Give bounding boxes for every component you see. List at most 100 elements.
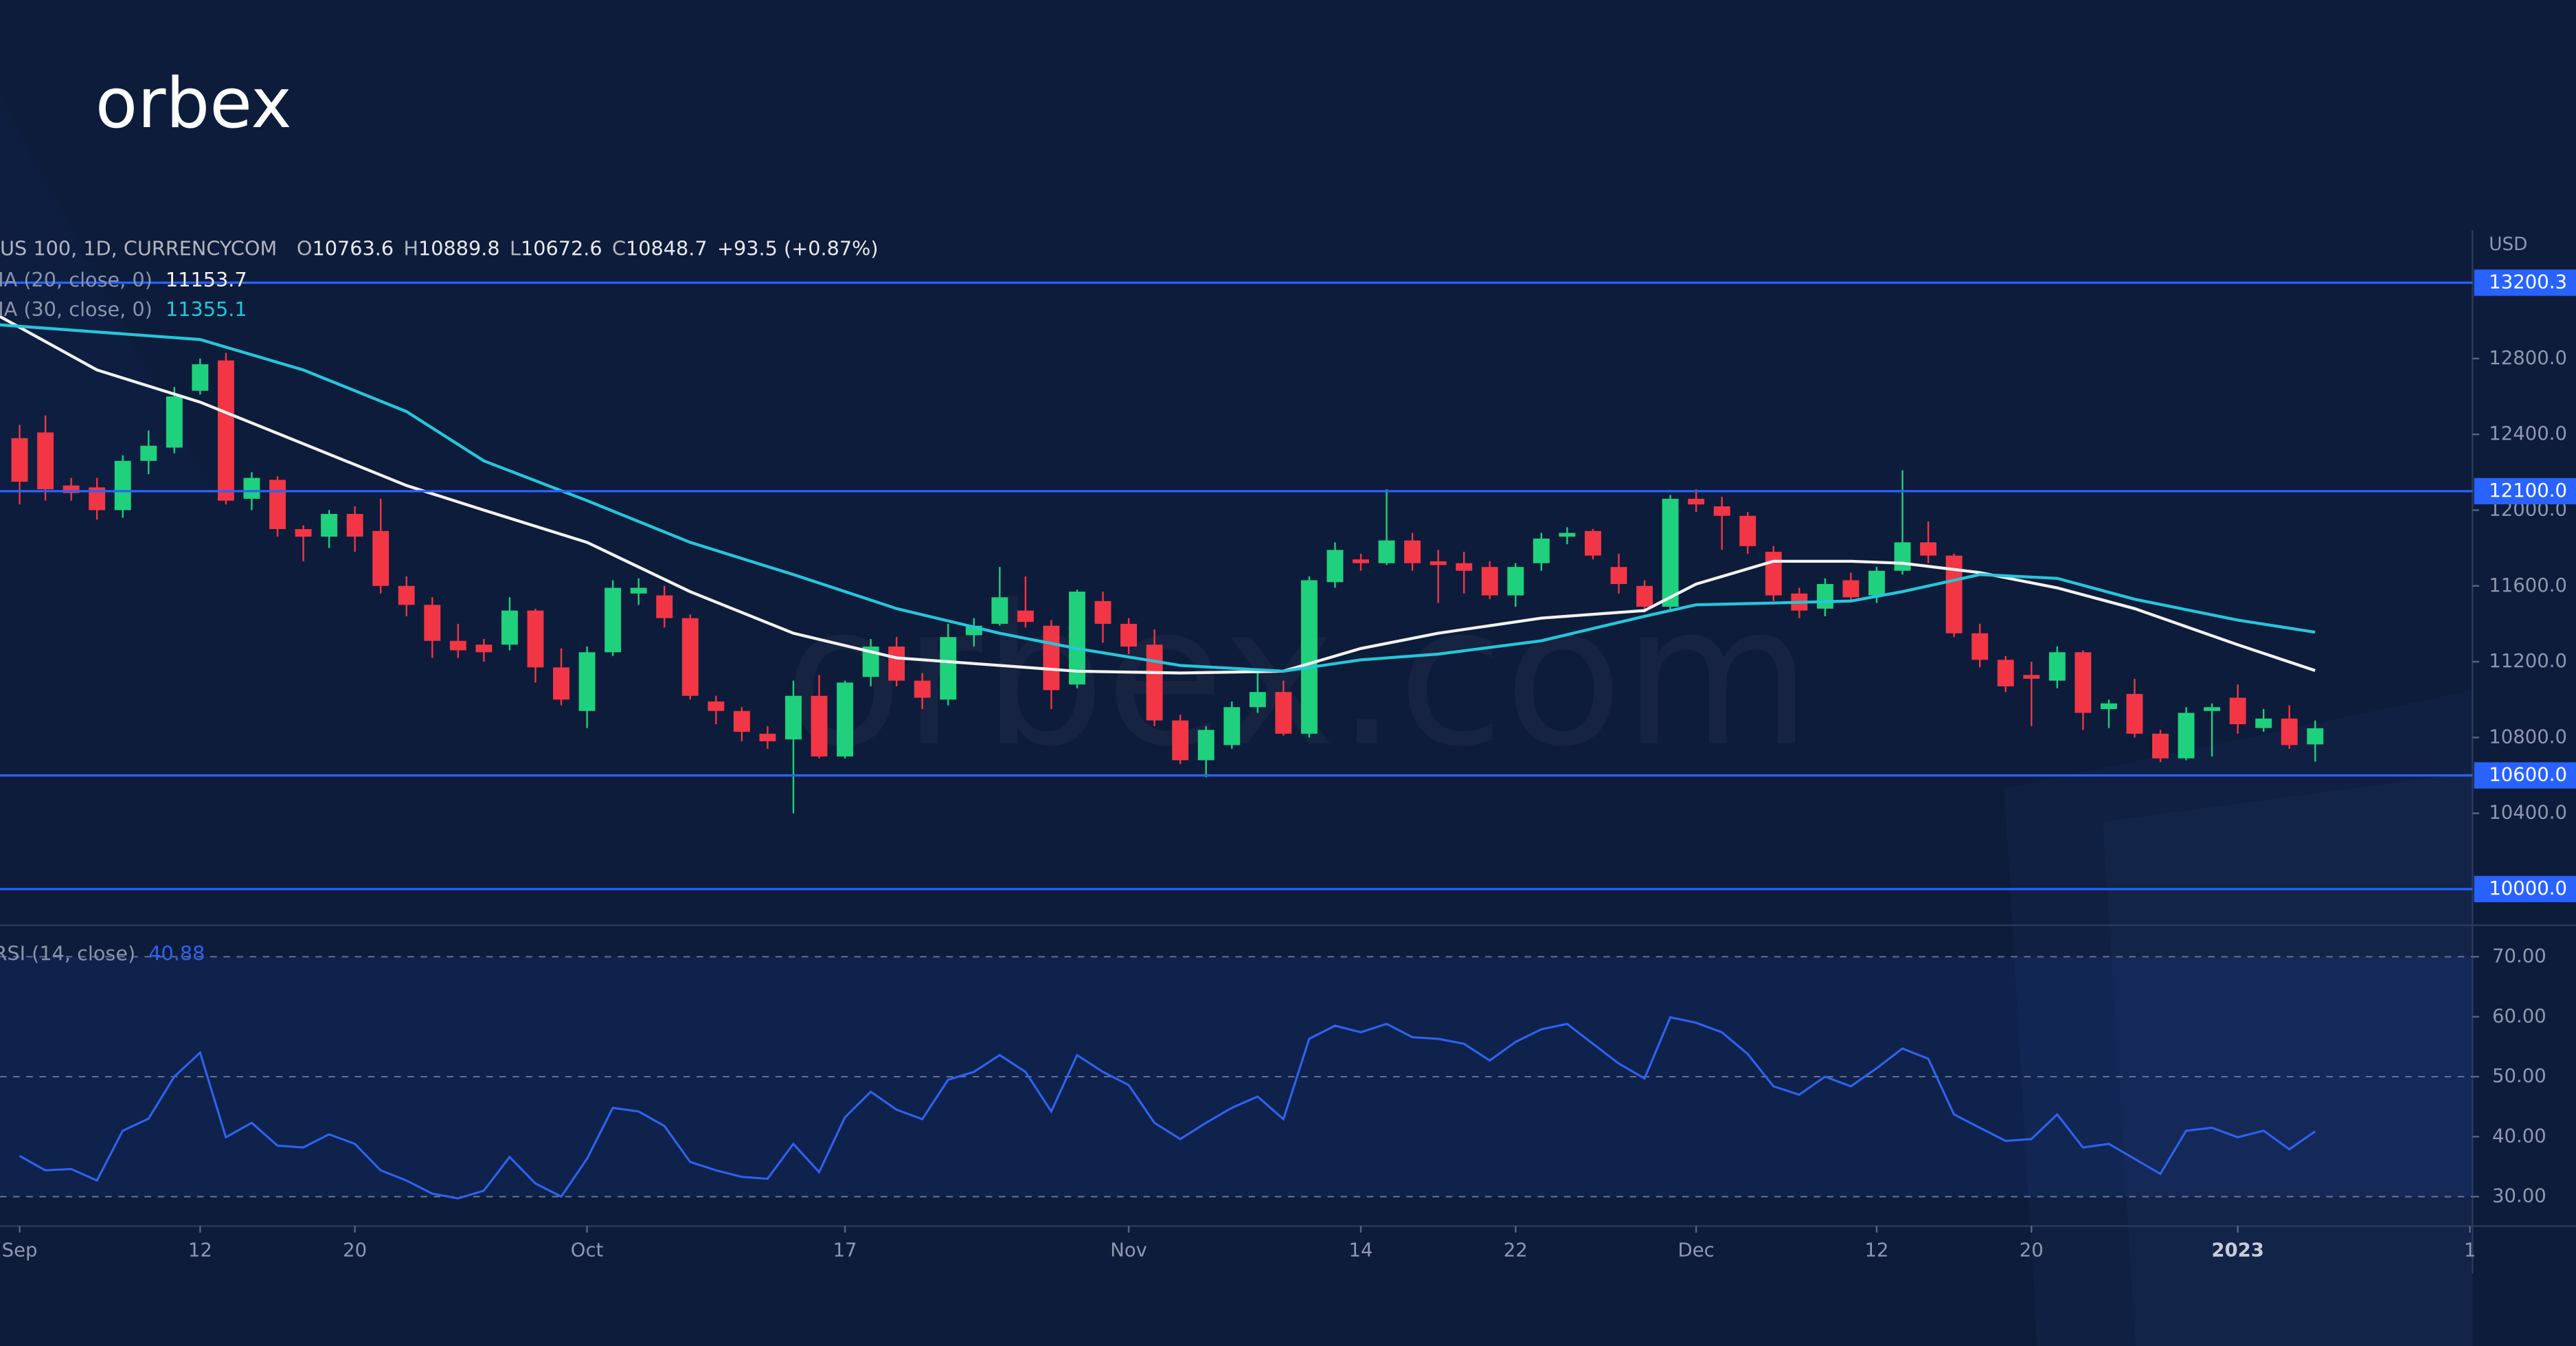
decor (0, 98, 214, 493)
decor (2103, 772, 2473, 1346)
y-tick-label: 12400.0 (2489, 423, 2567, 445)
x-tick-label: 2023 (2211, 1239, 2264, 1261)
candle-body (321, 513, 338, 537)
candle-body (346, 513, 363, 537)
candle-body (2100, 703, 2117, 710)
candle-body (733, 710, 750, 732)
overlay: 12800.012400.012000.011600.011200.010800… (0, 237, 2576, 1261)
y-tick-label: 10800.0 (2489, 726, 2567, 748)
candle-body (2048, 652, 2066, 681)
candle-body (2126, 693, 2143, 734)
level-label: 10000.0 (2489, 877, 2567, 899)
candle-body (785, 695, 802, 740)
y-tick-label: 11600.0 (2489, 574, 2567, 596)
legend-ma-name: MA (20, close, 0) (0, 268, 152, 291)
candle-body (1326, 550, 1344, 583)
candle-body (708, 701, 725, 711)
candle-body (888, 647, 905, 681)
candle-body (1172, 720, 1189, 761)
candle-body (811, 695, 828, 756)
candle-body (1404, 540, 1421, 563)
level-label-box (2474, 875, 2576, 903)
candle-body (1662, 498, 1679, 607)
legend-value: 10848.7 (626, 237, 708, 260)
candle-body (1945, 555, 1963, 633)
candle-body (2204, 707, 2221, 711)
x-tick-label: 20 (343, 1239, 367, 1261)
candle-body (1739, 515, 1756, 546)
candle-body (1559, 532, 1576, 537)
candle-body (295, 529, 312, 537)
candle-body (1456, 563, 1473, 571)
axis-unit: USD (2489, 234, 2527, 255)
candle-body (63, 485, 80, 493)
candle-body (475, 644, 493, 653)
candle-body (1120, 623, 1138, 647)
candle-body (1688, 498, 1705, 505)
x-tick-label: 14 (1349, 1239, 1373, 1261)
legend-ohlc: US 100, 1D, CURRENCYCOM O10763.6 H10889.8 L… (0, 237, 879, 260)
logo: orbex (95, 63, 292, 144)
x-tick-label: 22 (1504, 1239, 1528, 1261)
candle-body (398, 585, 415, 605)
candle-body (1765, 552, 1782, 596)
candle-body (605, 587, 622, 653)
candle-body (1043, 625, 1060, 691)
candle-body (914, 680, 931, 698)
candle-body (1430, 561, 1447, 565)
x-tick-label: Dec (1678, 1239, 1715, 1261)
candle-body (1816, 584, 1833, 609)
candle-body (1997, 660, 2014, 686)
candle-body (114, 460, 131, 511)
candle-body (140, 445, 157, 461)
candle-body (1223, 707, 1241, 745)
candle-body (243, 478, 260, 499)
candle-body (681, 618, 699, 696)
candle-body (192, 364, 209, 391)
candle-body (1146, 644, 1163, 721)
legend-ma-name: MA (30, close, 0) (0, 298, 152, 321)
candle-body (1894, 542, 1911, 571)
legend-value: 10672.6 (521, 237, 602, 260)
legend-rsi-name: RSI (14, close) (0, 942, 135, 965)
candle-body (449, 640, 466, 651)
legend-rsi-value: 40.88 (148, 942, 205, 965)
x-tick-label: Nov (1110, 1239, 1147, 1261)
level-label-box (2474, 762, 2576, 789)
y-tick-label: 60.00 (2492, 1005, 2546, 1027)
candle-body (1094, 601, 1111, 624)
rsi-line (19, 1016, 2316, 1200)
y-tick-label: 70.00 (2492, 945, 2546, 967)
candle-body (1713, 506, 1730, 516)
candle-body (217, 360, 234, 501)
legend-key: O (297, 237, 313, 260)
candle-body (1584, 530, 1601, 556)
candle-body (1197, 730, 1214, 761)
legend-change: +93.5 (+0.87%) (717, 237, 879, 260)
candle-body (424, 605, 441, 641)
candle-body (630, 587, 647, 594)
candle-body (2255, 718, 2272, 728)
level-label: 12100.0 (2489, 480, 2567, 502)
legend-value: 10763.6 (312, 237, 394, 260)
y-tick-label: 30.00 (2492, 1185, 2546, 1207)
x-tick-label: 12 (188, 1239, 212, 1261)
candle-body (1378, 540, 1395, 563)
x-tick-label: 1 (2464, 1239, 2476, 1261)
candle-body (166, 396, 183, 448)
x-tick-label: 20 (2020, 1239, 2044, 1261)
legend-key: C (612, 237, 626, 260)
candle-body (1017, 610, 1034, 622)
candle-body (2152, 733, 2169, 759)
candle-body (991, 597, 1008, 624)
x-tick-label: 17 (833, 1239, 857, 1261)
candle-body (1481, 567, 1498, 596)
candle-body (372, 530, 389, 586)
candle-body (1842, 580, 1860, 598)
candle-body (940, 637, 957, 700)
candle-body (656, 595, 673, 618)
y-tick-label: 12800.0 (2489, 347, 2567, 369)
candle-body (1533, 538, 1550, 563)
